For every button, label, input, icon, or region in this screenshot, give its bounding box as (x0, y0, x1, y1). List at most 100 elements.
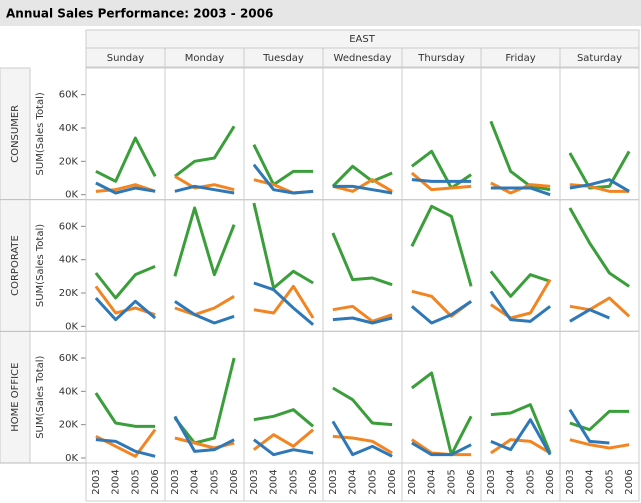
line-series (410, 371, 473, 457)
row-label: HOME OFFICE (10, 363, 21, 432)
line-series (332, 184, 393, 195)
line-series (94, 296, 157, 322)
x-tick-label: 2003 (407, 469, 418, 494)
y-tick-label: 40K (59, 386, 79, 397)
line-series (253, 281, 315, 326)
y-axis-title: SUM(Sales Total) (35, 355, 46, 438)
column-label: Monday (185, 53, 225, 64)
panel (322, 330, 403, 464)
line-series (489, 270, 551, 298)
y-axis-title: SUM(Sales Total) (35, 224, 46, 307)
column-group-label: EAST (349, 34, 376, 45)
x-tick-label: 2003 (249, 469, 260, 494)
x-tick-label: 2006 (308, 469, 319, 494)
x-tick-label: 2004 (348, 469, 359, 494)
line-series (331, 232, 393, 287)
x-tick-label: 2003 (170, 469, 181, 494)
line-series (253, 284, 315, 319)
x-tick-label: 2004 (506, 469, 517, 494)
panel (164, 67, 245, 201)
line-series (95, 438, 156, 458)
line-series (331, 164, 393, 188)
x-tick-label: 2004 (427, 469, 438, 494)
panel (85, 67, 166, 201)
x-tick-label: 2004 (111, 469, 122, 494)
line-series (332, 304, 393, 323)
line-series (490, 278, 552, 320)
x-tick-label: 2006 (229, 469, 240, 494)
line-series (252, 163, 314, 195)
x-tick-label: 2006 (466, 469, 477, 494)
line-series (174, 184, 235, 195)
x-tick-label: 2005 (525, 469, 536, 494)
y-tick-label: 0K (65, 453, 78, 464)
line-series (174, 295, 235, 317)
line-series (252, 438, 314, 457)
line-series (173, 357, 236, 445)
line-series (252, 202, 314, 290)
line-series (253, 408, 315, 428)
x-tick-label: 2005 (446, 469, 457, 494)
title-bar (0, 0, 641, 26)
panel (559, 67, 640, 201)
panel (401, 199, 482, 332)
x-axis-area (85, 462, 640, 502)
line-series (94, 392, 156, 428)
line-series (490, 418, 552, 456)
chart-title: Annual Sales Performance: 2003 - 2006 (6, 7, 273, 21)
x-tick-label: 2005 (130, 469, 141, 494)
x-tick-label: 2005 (209, 469, 220, 494)
line-series (411, 178, 472, 183)
x-tick-label: 2003 (486, 469, 497, 494)
line-series (252, 144, 314, 187)
y-tick-label: 20K (59, 156, 79, 167)
row-label: CORPORATE (10, 235, 21, 296)
line-series (410, 300, 472, 325)
column-label: Friday (505, 53, 535, 64)
panel (559, 330, 640, 464)
line-series (173, 415, 235, 453)
x-tick-label: 2006 (150, 469, 161, 494)
line-series (95, 183, 156, 193)
y-tick-label: 40K (59, 255, 79, 266)
column-label: Saturday (577, 53, 622, 64)
column-label: Wednesday (334, 53, 392, 64)
line-series (568, 408, 610, 445)
y-tick-label: 40K (59, 123, 79, 134)
line-series (411, 441, 472, 457)
x-tick-label: 2004 (190, 469, 201, 494)
column-label: Sunday (107, 53, 144, 64)
line-series (95, 136, 157, 183)
x-tick-label: 2004 (269, 469, 280, 494)
line-series (174, 175, 235, 192)
column-label: Tuesday (262, 53, 304, 64)
x-tick-label: 2005 (288, 469, 299, 494)
y-tick-label: 60K (59, 90, 79, 101)
line-series (569, 178, 630, 193)
y-tick-label: 20K (59, 420, 79, 431)
line-series (410, 204, 473, 287)
x-tick-label: 2005 (367, 469, 378, 494)
x-tick-label: 2003 (565, 469, 576, 494)
panel (243, 199, 324, 332)
x-tick-label: 2006 (624, 469, 635, 494)
line-series (332, 178, 393, 193)
row-label: CONSUMER (10, 105, 21, 163)
line-series (332, 316, 393, 325)
line-series (95, 181, 156, 195)
line-series (569, 409, 630, 432)
panel (559, 199, 640, 332)
line-series (252, 428, 315, 451)
line-series (331, 420, 393, 458)
y-axis-title: SUM(Sales Total) (35, 92, 46, 175)
y-tick-label: 0K (65, 321, 78, 332)
line-series (489, 290, 552, 323)
y-tick-label: 0K (65, 190, 78, 201)
line-series (94, 264, 156, 300)
line-series (95, 428, 157, 458)
x-tick-label: 2005 (604, 469, 615, 494)
line-series (569, 296, 631, 318)
line-series (569, 438, 630, 450)
